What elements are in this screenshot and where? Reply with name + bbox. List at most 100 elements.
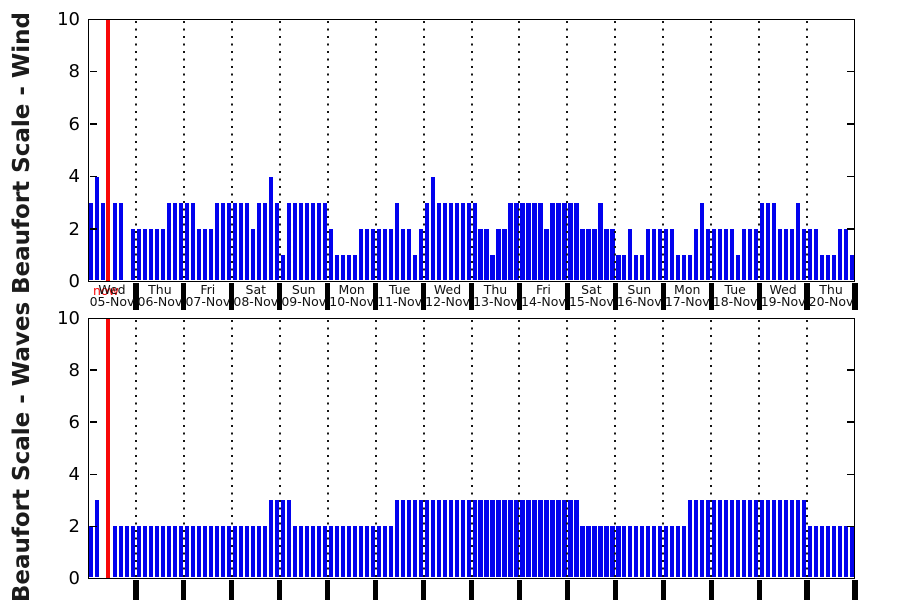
day-label: Sun 16-Nov (613, 283, 665, 308)
day-boundary-gridline (422, 320, 425, 577)
day-boundary-tick (804, 580, 810, 600)
wind-bar (772, 202, 777, 280)
waves-bar (586, 526, 591, 577)
day-boundary-tick (373, 282, 379, 310)
wind-bar (334, 255, 339, 280)
waves-bar (820, 526, 825, 577)
wind-bar (472, 202, 477, 280)
waves-bar (202, 526, 208, 577)
wind-bar (628, 229, 633, 280)
wind-bar (796, 202, 801, 280)
waves-bar (268, 500, 273, 577)
waves-bar (484, 500, 489, 577)
wind-bar (154, 229, 160, 280)
waves-bar (802, 500, 807, 577)
day-label-date: 05-Nov (89, 294, 135, 309)
day-boundary-gridline (614, 21, 617, 280)
waves-bar (838, 526, 843, 577)
wind-bar (148, 229, 154, 280)
waves-bar (118, 526, 124, 577)
wind-bar (514, 202, 519, 280)
waves-bar (178, 526, 184, 577)
day-label-weekday: Tue (388, 282, 411, 297)
day-boundary-tick (516, 282, 523, 310)
wind-bar (670, 229, 675, 280)
wind-bar (496, 229, 501, 280)
wind-bar (742, 229, 747, 280)
waves-bar (418, 500, 423, 577)
wind-bar (94, 176, 100, 280)
waves-bar (790, 500, 795, 577)
y-tick-mark-left (89, 369, 97, 371)
day-boundary-tick (708, 580, 714, 600)
wind-bar (850, 255, 855, 280)
day-boundary-gridline (134, 21, 137, 280)
waves-bar (640, 526, 645, 577)
waves-bar (148, 526, 154, 577)
y-tick-label: 4 (68, 463, 80, 485)
waves-bar (226, 526, 231, 577)
wind-bar (724, 229, 729, 280)
wind-bar (382, 229, 387, 280)
waves-bar (544, 500, 549, 577)
now-marker-line (105, 20, 111, 281)
waves-bar (250, 526, 255, 577)
day-label-weekday: Sun (291, 282, 316, 297)
wind-bar (89, 202, 94, 280)
wind-bar (754, 229, 759, 280)
waves-bar (598, 526, 603, 577)
waves-bar (244, 526, 249, 577)
waves-bar (508, 500, 513, 577)
wind-bar (760, 202, 765, 280)
wind-bar (508, 202, 513, 280)
now-marker-line (105, 319, 111, 578)
wind-bar (184, 202, 190, 280)
day-boundary-gridline (470, 320, 473, 577)
waves-bar (400, 500, 405, 577)
day-label-weekday: Mon (674, 282, 701, 297)
waves-bar (448, 500, 453, 577)
waves-bar (826, 526, 831, 577)
day-boundary-gridline (758, 320, 761, 577)
day-boundary-gridline (806, 21, 809, 280)
day-label: Mon 10-Nov (326, 283, 378, 308)
waves-bar (694, 500, 699, 577)
waves-bar (412, 500, 417, 577)
day-label: Sun 09-Nov (278, 282, 330, 308)
day-boundary-tick (420, 580, 427, 600)
waves-bar (388, 526, 393, 577)
wind-bar (622, 255, 627, 280)
waves-bar (292, 526, 297, 577)
day-boundary-tick (564, 282, 570, 310)
day-boundary-gridline (182, 320, 185, 577)
y-tick-mark-left (89, 175, 97, 178)
wind-bar (286, 202, 291, 280)
day-label-date: 11-Nov (377, 294, 422, 309)
waves-bar (382, 526, 387, 577)
waves-bar (610, 526, 615, 577)
waves-bar (712, 500, 717, 577)
waves-bar (814, 526, 819, 577)
wind-bar (556, 202, 561, 280)
wind-bar (160, 229, 166, 280)
day-boundary-gridline (230, 320, 233, 577)
y-tick-mark-left (89, 421, 97, 424)
waves-bar (346, 526, 351, 577)
wind-bar (730, 229, 735, 280)
y-tick-label: 10 (57, 307, 80, 329)
wind-bar (712, 229, 717, 280)
day-boundary-tick (229, 580, 235, 600)
day-label-date: 18-Nov (712, 294, 758, 309)
y-axis-title-wind: Beaufort Scale - Wind (9, 11, 35, 295)
waves-bar (262, 526, 267, 577)
y-tick-mark-left (89, 228, 97, 230)
day-label: Tue 11-Nov (374, 282, 426, 309)
wind-bar (322, 202, 327, 280)
wind-bar (586, 229, 591, 280)
wind-bar (268, 176, 273, 280)
wind-bar (664, 229, 669, 280)
waves-bar (844, 526, 849, 577)
day-label-weekday: Thu (148, 282, 172, 297)
wind-bar (682, 255, 687, 280)
waves-bar (286, 500, 291, 577)
